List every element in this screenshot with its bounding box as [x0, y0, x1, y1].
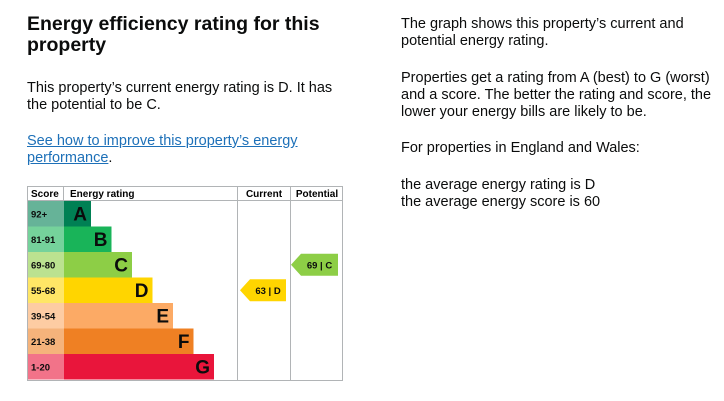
band-b-letter: B [94, 230, 108, 251]
potential-header: Potential [296, 189, 338, 200]
page-title: Energy efficiency rating for this proper… [27, 13, 320, 56]
band-d-bar [64, 277, 153, 303]
band-f: 21-38 F [28, 328, 194, 354]
improve-link-period: . [108, 150, 113, 166]
band-a-bar [64, 201, 91, 227]
region-text: For properties in England and Wales: [401, 140, 640, 156]
band-g-score: 1-20 [31, 362, 50, 373]
current-rating-text: This property’s current energy rating is… [27, 80, 333, 113]
band-c-bar [64, 252, 132, 278]
potential-rating-marker-label: 69 | C [307, 260, 333, 271]
band-f-score: 21-38 [31, 337, 55, 348]
band-b: 81-91 B [28, 226, 112, 252]
current-rating-marker-arrow [240, 279, 286, 302]
improve-link[interactable]: See how to improve this property’s energ… [27, 133, 298, 166]
band-e-score: 39-54 [31, 311, 56, 322]
band-d-score: 55-68 [31, 286, 55, 297]
average-rating: the average energy rating is D [401, 177, 596, 193]
band-c-letter: C [114, 255, 128, 276]
band-g-score-cell [28, 354, 64, 380]
band-e-letter: E [156, 306, 169, 327]
band-d-letter: D [135, 281, 149, 302]
band-d-score-cell [28, 277, 64, 303]
band-a: 92+ A [28, 201, 91, 227]
band-f-bar [64, 328, 194, 354]
potential-rating-marker-arrow [291, 253, 338, 276]
improve-paragraph: See how to improve this property’s energ… [27, 133, 347, 167]
current-rating-marker-label: 63 | D [255, 286, 281, 297]
band-b-score: 81-91 [31, 235, 56, 246]
band-a-letter: A [73, 204, 87, 225]
band-b-bar [64, 226, 112, 252]
potential-rating-marker: 69 | C [291, 253, 338, 276]
band-f-letter: F [178, 332, 190, 353]
band-g-bar [64, 354, 214, 380]
band-c: 69-80 C [28, 252, 132, 278]
rating-bands: 92+ A 81-91 B 69-80 C 55-68 D 39-54 E 21-38 F 1-20 G [28, 201, 214, 380]
band-f-score-cell [28, 328, 64, 354]
band-g: 1-20 G [28, 354, 214, 380]
current-header: Current [246, 189, 283, 200]
band-c-score: 69-80 [31, 260, 55, 271]
rating-explanation: Properties get a rating from A (best) to… [401, 70, 712, 120]
current-rating-marker: 63 | D [240, 279, 286, 302]
score-header: Score [31, 189, 59, 200]
average-score: the average energy score is 60 [401, 194, 601, 210]
band-a-score-cell [28, 201, 64, 227]
band-e-bar [64, 303, 173, 329]
band-a-score: 92+ [31, 209, 48, 220]
left-column: Energy efficiency rating for this proper… [27, 13, 357, 167]
rating-header: Energy rating [70, 189, 134, 200]
band-b-score-cell [28, 226, 64, 252]
band-g-letter: G [195, 357, 210, 378]
band-d: 55-68 D [28, 277, 153, 303]
energy-rating-chart: Score Energy rating Current Potential 92… [27, 186, 343, 381]
band-e-score-cell [28, 303, 64, 329]
band-e: 39-54 E [28, 303, 173, 329]
band-c-score-cell [28, 252, 64, 278]
rating-markers: 63 | D 69 | C [240, 253, 338, 302]
graph-description: The graph shows this property’s current … [401, 16, 684, 49]
chart-border [27, 186, 343, 381]
